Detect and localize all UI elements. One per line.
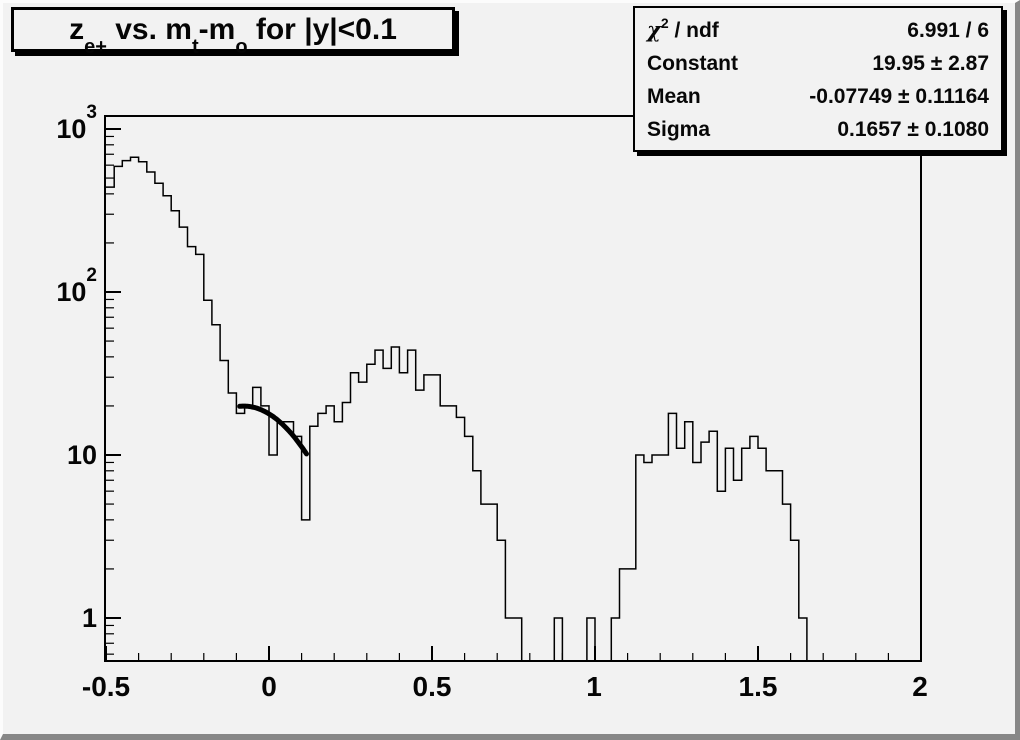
stats-value-sigma: 0.1657 ± 0.1080 [837,117,989,141]
plot-title-box: ze+ vs. mt-mo for |y|<0.1 [11,7,455,58]
stats-label-sigma: Sigma [647,117,711,141]
x-tick-label-0-5: 0.5 [412,671,452,702]
stats-row-sigma: Sigma 0.1657 ± 0.1080 [647,118,989,142]
fit-stats-box: χ2 / ndf 6.991 / 6 Constant 19.95 ± 2.87… [633,6,1003,152]
stats-row-mean: Mean -0.07749 ± 0.11164 [647,85,989,109]
plot-title: ze+ vs. mt-mo for |y|<0.1 [69,12,397,58]
stats-value-chi2: 6.991 / 6 [907,19,989,43]
y-tick-label-100: 102 [56,265,97,307]
plot-frame [104,115,922,662]
stats-label-chi2: χ2 / ndf [647,15,719,43]
y-tick-exponent: 2 [86,265,97,286]
x-tick-label-1: 1 [586,671,602,702]
stats-value-constant: 19.95 ± 2.87 [872,52,989,76]
y-tick-label-1000: 103 [56,102,97,144]
stats-row-constant: Constant 19.95 ± 2.87 [647,52,989,76]
stats-row-chi2: χ2 / ndf 6.991 / 6 [647,15,989,43]
gaussian-fit-curve [237,403,309,457]
stats-value-mean: -0.07749 ± 0.11164 [809,84,989,108]
y-tick-label-10: 10 [66,440,97,470]
histogram-outline [106,156,921,662]
stats-label-constant: Constant [647,52,738,76]
x-tick-label-1-5: 1.5 [738,671,778,702]
y-tick-exponent: 3 [86,102,97,123]
x-tick-label-2: 2 [912,671,928,702]
y-tick-label-1: 1 [81,603,97,633]
x-tick-label-neg0-5: -0.5 [81,671,131,702]
histogram-plot [104,115,922,662]
stats-label-mean: Mean [647,84,701,108]
x-tick-label-0: 0 [261,671,277,702]
